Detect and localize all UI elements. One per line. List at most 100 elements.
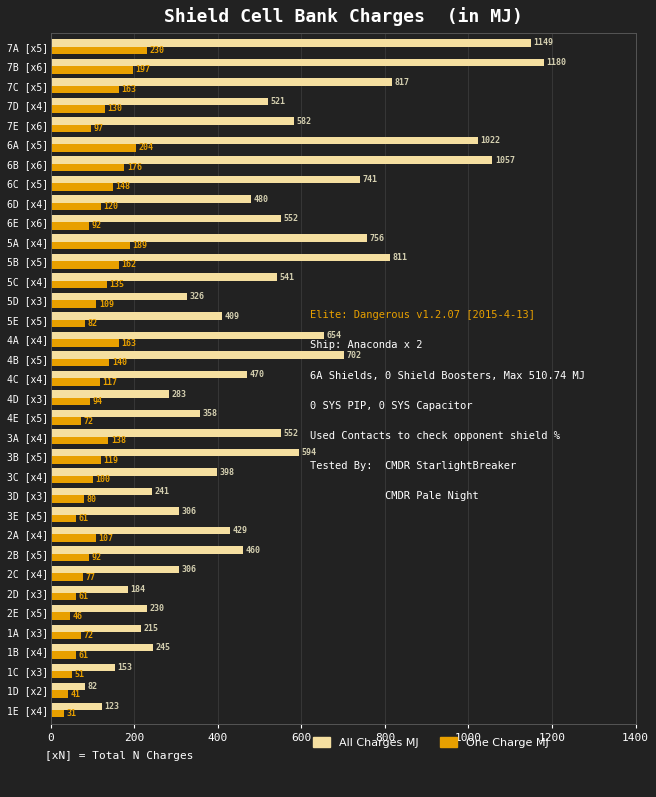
Bar — [51, 651, 76, 659]
Bar — [51, 281, 107, 289]
Bar — [51, 105, 105, 112]
Bar — [51, 527, 230, 535]
Bar — [51, 292, 187, 300]
Text: 594: 594 — [302, 448, 316, 457]
Bar — [51, 469, 217, 476]
Text: 1022: 1022 — [480, 136, 500, 145]
Text: 120: 120 — [104, 202, 119, 211]
Text: 80: 80 — [87, 495, 97, 504]
Bar — [51, 605, 147, 612]
Bar — [51, 515, 76, 522]
Text: 61: 61 — [79, 514, 89, 523]
Bar — [51, 391, 169, 398]
Text: 582: 582 — [297, 116, 312, 125]
Bar — [51, 222, 89, 230]
Text: 163: 163 — [121, 85, 136, 94]
Text: 702: 702 — [346, 351, 361, 359]
Bar — [51, 241, 130, 249]
Bar — [51, 632, 81, 639]
Text: 1149: 1149 — [533, 38, 553, 48]
Bar — [51, 612, 70, 620]
Bar — [51, 547, 243, 554]
Text: Tested By:  CMDR StarlightBreaker: Tested By: CMDR StarlightBreaker — [310, 461, 516, 471]
Text: 1057: 1057 — [495, 155, 515, 164]
Text: 107: 107 — [98, 534, 113, 543]
Text: 119: 119 — [103, 456, 118, 465]
Text: 46: 46 — [73, 611, 83, 621]
Text: 552: 552 — [284, 429, 299, 438]
Bar — [51, 476, 92, 483]
Text: 109: 109 — [99, 300, 114, 308]
Bar — [51, 300, 96, 308]
Text: 429: 429 — [232, 526, 247, 536]
Bar — [51, 59, 544, 66]
Text: Used Contacts to check opponent shield %: Used Contacts to check opponent shield % — [310, 431, 560, 441]
Text: 480: 480 — [254, 194, 269, 203]
Text: 140: 140 — [112, 358, 127, 367]
Bar — [51, 195, 251, 202]
Bar — [51, 215, 281, 222]
Text: 306: 306 — [181, 565, 196, 574]
Text: 82: 82 — [88, 319, 98, 328]
Text: 541: 541 — [279, 273, 295, 281]
Bar — [51, 332, 324, 340]
Text: 148: 148 — [115, 183, 130, 191]
Text: 153: 153 — [117, 663, 133, 672]
Text: 72: 72 — [83, 631, 93, 640]
Bar — [51, 254, 390, 261]
Bar — [51, 398, 90, 405]
Text: 817: 817 — [394, 77, 409, 87]
Text: 51: 51 — [75, 670, 85, 679]
Text: 204: 204 — [138, 143, 154, 152]
Bar — [51, 488, 152, 496]
Text: 77: 77 — [85, 572, 96, 582]
Text: 176: 176 — [127, 163, 142, 172]
Bar — [51, 273, 277, 281]
Bar — [51, 144, 136, 151]
Bar — [51, 66, 133, 73]
Bar — [51, 202, 101, 210]
Bar — [51, 312, 222, 320]
Bar — [51, 625, 140, 632]
Bar — [51, 86, 119, 93]
Bar — [51, 690, 68, 698]
Text: Elite: Dangerous v1.2.07 [2015-4-13]: Elite: Dangerous v1.2.07 [2015-4-13] — [310, 310, 535, 320]
Text: 521: 521 — [271, 97, 286, 106]
Bar — [51, 410, 200, 418]
Title: Shield Cell Bank Charges  (in MJ): Shield Cell Bank Charges (in MJ) — [164, 7, 523, 26]
Text: 0 SYS PIP, 0 SYS Capacitor: 0 SYS PIP, 0 SYS Capacitor — [310, 401, 472, 410]
Legend: All Charges MJ, One Charge MJ: All Charges MJ, One Charge MJ — [308, 733, 553, 752]
Bar — [51, 496, 84, 503]
Text: 61: 61 — [79, 650, 89, 660]
Text: 94: 94 — [92, 397, 102, 406]
Bar — [51, 437, 108, 444]
Bar — [51, 671, 72, 678]
Text: 215: 215 — [143, 624, 158, 633]
Bar — [51, 554, 89, 561]
Text: 138: 138 — [111, 436, 126, 445]
Text: 409: 409 — [224, 312, 239, 320]
Text: 283: 283 — [172, 390, 186, 398]
Bar — [51, 644, 153, 651]
Bar — [51, 703, 102, 710]
Bar — [51, 39, 531, 47]
Bar — [51, 124, 91, 132]
Bar — [51, 117, 294, 124]
Bar — [51, 78, 392, 86]
Text: 654: 654 — [327, 331, 342, 340]
Text: 756: 756 — [369, 234, 384, 242]
Text: 92: 92 — [92, 222, 102, 230]
Bar — [51, 234, 367, 241]
Bar — [51, 163, 125, 171]
Bar — [51, 573, 83, 581]
Bar — [51, 371, 247, 379]
Text: 92: 92 — [92, 553, 102, 562]
Text: 741: 741 — [363, 175, 378, 184]
Bar — [51, 664, 115, 671]
Bar — [51, 710, 64, 717]
Bar — [51, 320, 85, 328]
Bar — [51, 261, 119, 269]
Text: 189: 189 — [133, 241, 148, 250]
Bar — [51, 457, 100, 464]
Text: 184: 184 — [130, 585, 145, 594]
